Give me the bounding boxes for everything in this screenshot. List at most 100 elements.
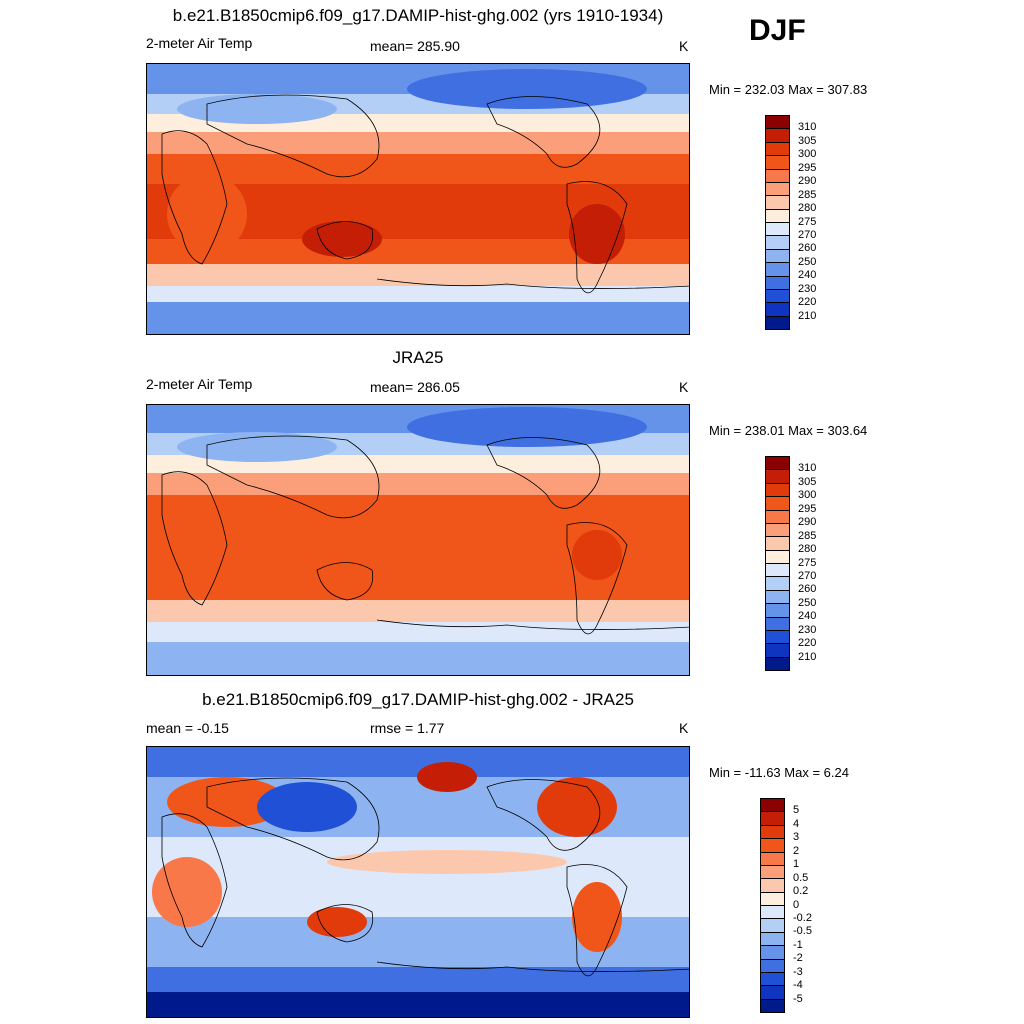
colorbar-segment xyxy=(761,879,784,893)
colorbar-tick-label: 310 xyxy=(798,462,817,475)
colorbar-tick-label: 270 xyxy=(798,228,817,241)
colorbar-segment xyxy=(761,839,784,853)
colorbar-segment xyxy=(766,564,789,578)
colorbar-tick-label: 305 xyxy=(798,134,817,147)
colorbar-segment xyxy=(766,657,789,670)
colorbar-tick-label: 230 xyxy=(798,623,817,636)
panel2-minmax: Min = 238.01 Max = 303.64 xyxy=(709,423,868,438)
colorbar-tick-label: 250 xyxy=(798,596,817,609)
colorbar-segment xyxy=(761,812,784,826)
colorbar-segment xyxy=(766,537,789,551)
colorbar-tick-label: -0.5 xyxy=(793,925,812,938)
colorbar-segment xyxy=(766,223,789,237)
colorbar-tick-label: 280 xyxy=(798,543,817,556)
colorbar-tick-label: -3 xyxy=(793,965,803,978)
colorbar-tick-label: 295 xyxy=(798,502,817,515)
colorbar-segment xyxy=(766,577,789,591)
panel3-minmax: Min = -11.63 Max = 6.24 xyxy=(709,765,849,780)
colorbar-segment xyxy=(761,892,784,906)
colorbar-segment xyxy=(766,116,789,130)
colorbar-segment xyxy=(766,483,789,498)
colorbar-tick-label: 260 xyxy=(798,583,817,596)
colorbar-segment xyxy=(761,799,784,813)
panel1-map-plot xyxy=(147,64,689,334)
colorbar-tick-label: -4 xyxy=(793,979,803,992)
colorbar-tick-label: 290 xyxy=(798,516,817,529)
panel2-mean-label: mean= 286.05 xyxy=(370,379,460,395)
panel1-variable-label: 2-meter Air Temp xyxy=(146,35,253,51)
colorbar-tick-label: 290 xyxy=(798,175,817,188)
panel1-mean-label: mean= 285.90 xyxy=(370,38,460,54)
panel3-rmse-label: rmse = 1.77 xyxy=(370,720,445,736)
panel3-units-label: K xyxy=(679,720,689,736)
colorbar-tick-label: 2 xyxy=(793,844,800,857)
colorbar-tick-label: 0.2 xyxy=(793,885,809,898)
colorbar-tick-label: 270 xyxy=(798,569,817,582)
season-label: DJF xyxy=(749,14,806,47)
colorbar-segment xyxy=(766,470,789,484)
colorbar-segment xyxy=(766,617,789,631)
colorbar-segment xyxy=(766,236,789,250)
colorbar-tick-label: 260 xyxy=(798,242,817,255)
colorbar-segment xyxy=(766,497,789,511)
panel1-units-label: K xyxy=(679,38,689,54)
panel3-map-plot xyxy=(147,747,689,1017)
colorbar-segment xyxy=(766,303,789,317)
colorbar-segment xyxy=(761,865,784,880)
colorbar-segment xyxy=(766,523,789,538)
colorbar-tick-label: 310 xyxy=(798,121,817,134)
colorbar-tick-label: 285 xyxy=(798,529,817,542)
colorbar-segment xyxy=(761,825,784,840)
colorbar-segment xyxy=(761,946,784,960)
colorbar-tick-label: 275 xyxy=(798,215,817,228)
panel2-variable-label: 2-meter Air Temp xyxy=(146,376,253,392)
colorbar-tick-label: 5 xyxy=(793,804,800,817)
colorbar-tick-label: 1 xyxy=(793,858,800,871)
colorbar-tick-label: 220 xyxy=(798,296,817,309)
colorbar-segment xyxy=(766,276,789,290)
colorbar-tick-label: 275 xyxy=(798,556,817,569)
colorbar-segment xyxy=(761,999,784,1012)
colorbar-segment xyxy=(766,196,789,210)
colorbar-tick-label: 220 xyxy=(798,637,817,650)
colorbar-segment xyxy=(761,906,784,920)
colorbar-tick-label: 285 xyxy=(798,188,817,201)
colorbar-segment xyxy=(766,182,789,197)
colorbar-segment xyxy=(766,209,789,223)
colorbar-segment xyxy=(766,169,789,183)
panel1-title: b.e21.B1850cmip6.f09_g17.DAMIP-hist-ghg.… xyxy=(172,6,664,25)
colorbar-tick-label: 300 xyxy=(798,489,817,502)
panel1-minmax: Min = 232.03 Max = 307.83 xyxy=(709,82,868,97)
colorbar-tick-label: 240 xyxy=(798,610,817,623)
colorbar-segment xyxy=(766,249,789,264)
panel2-map-plot xyxy=(147,405,689,675)
panel2-colorbar xyxy=(765,456,790,671)
panel3-title: b.e21.B1850cmip6.f09_g17.DAMIP-hist-ghg.… xyxy=(202,690,634,709)
colorbar-tick-label: 295 xyxy=(798,161,817,174)
colorbar-segment xyxy=(766,457,789,471)
colorbar-tick-label: -1 xyxy=(793,938,803,951)
colorbar-segment xyxy=(766,129,789,143)
colorbar-segment xyxy=(766,630,789,645)
colorbar-segment xyxy=(766,644,789,658)
colorbar-segment xyxy=(766,142,789,157)
colorbar-segment xyxy=(766,550,789,564)
colorbar-tick-label: 250 xyxy=(798,255,817,268)
colorbar-tick-label: 3 xyxy=(793,831,800,844)
colorbar-tick-label: -2 xyxy=(793,952,803,965)
panel1-map xyxy=(146,63,690,335)
colorbar-segment xyxy=(761,972,784,987)
panel3-mean-label: mean = -0.15 xyxy=(146,720,229,736)
colorbar-segment xyxy=(766,316,789,329)
colorbar-tick-label: 4 xyxy=(793,817,800,830)
colorbar-segment xyxy=(761,959,784,973)
colorbar-tick-label: 240 xyxy=(798,269,817,282)
colorbar-segment xyxy=(761,852,784,866)
colorbar-tick-label: -5 xyxy=(793,992,803,1005)
colorbar-tick-label: -0.2 xyxy=(793,911,812,924)
colorbar-tick-label: 305 xyxy=(798,475,817,488)
colorbar-tick-label: 0 xyxy=(793,898,800,911)
colorbar-segment xyxy=(761,932,784,947)
panel2-map xyxy=(146,404,690,676)
panel3-colorbar xyxy=(760,798,785,1013)
